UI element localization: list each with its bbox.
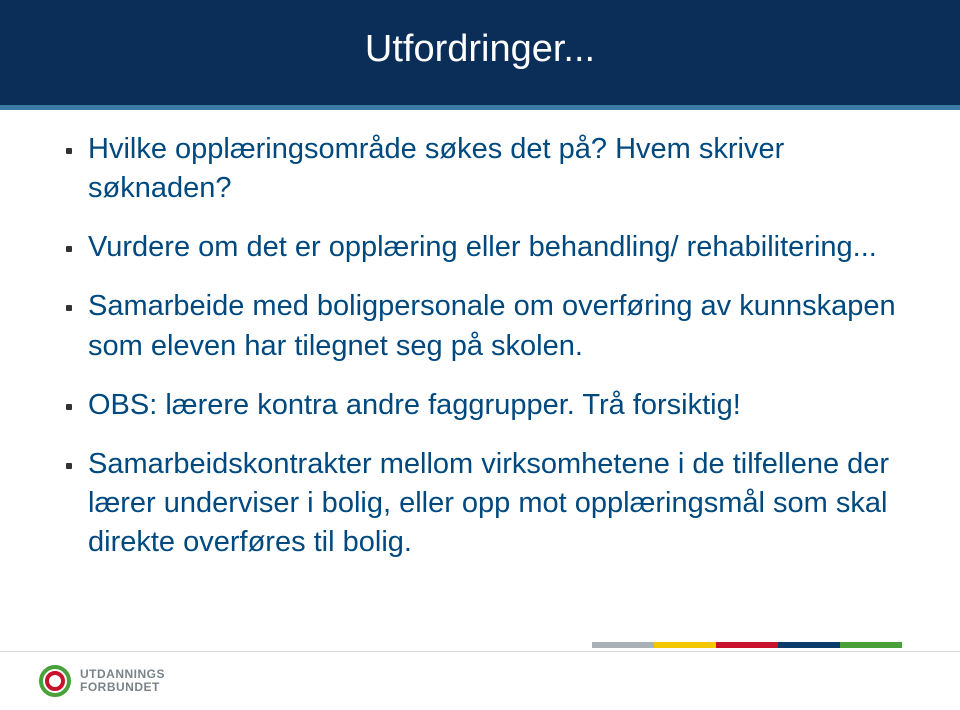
strip-segment [840,642,902,648]
color-strip [592,642,902,648]
bullet-item: Samarbeidskontrakter mellom virksomheten… [60,445,900,562]
strip-segment [654,642,716,648]
logo-line2: FORBUNDET [80,681,165,694]
logo-icon [38,664,72,698]
slide-title: Utfordringer... [0,28,960,71]
strip-segment [778,642,840,648]
bullet-item: Vurdere om det er opplæring eller behand… [60,228,900,267]
logo-text: UTDANNINGS FORBUNDET [80,668,165,693]
bullet-item: Samarbeide med boligpersonale om overfør… [60,287,900,365]
logo: UTDANNINGS FORBUNDET [38,664,165,698]
strip-segment [592,642,654,648]
bullet-item: OBS: lærere kontra andre faggrupper. Trå… [60,386,900,425]
strip-segment [716,642,778,648]
slide-content: Hvilke opplæringsområde søkes det på? Hv… [60,130,900,582]
footer-divider [0,651,960,652]
accent-line [0,105,960,110]
bullet-list: Hvilke opplæringsområde søkes det på? Hv… [60,130,900,562]
bullet-item: Hvilke opplæringsområde søkes det på? Hv… [60,130,900,208]
